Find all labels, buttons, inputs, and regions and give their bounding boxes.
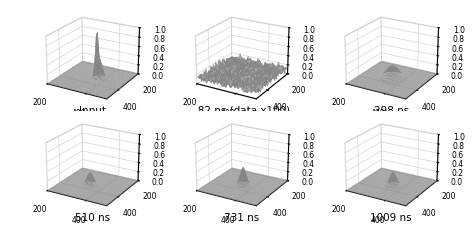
Title: Input: Input [79, 106, 106, 116]
Title: 298 ns: 298 ns [374, 106, 409, 116]
Title: 731 ns: 731 ns [224, 213, 259, 223]
Title: 1009 ns: 1009 ns [370, 213, 412, 223]
Title: -82 ns (data x100): -82 ns (data x100) [194, 106, 290, 116]
Title: 510 ns: 510 ns [75, 213, 110, 223]
